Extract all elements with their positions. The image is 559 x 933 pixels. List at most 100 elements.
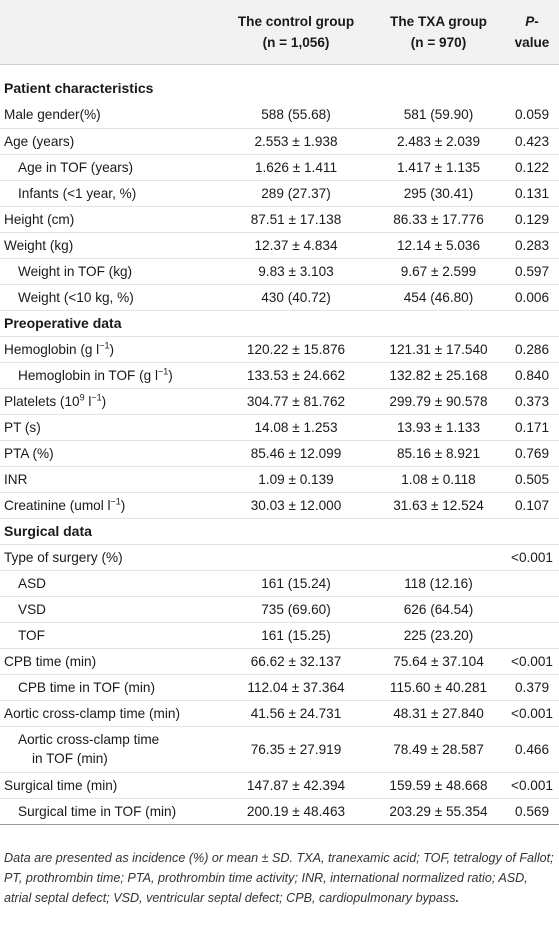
row-label: Age in TOF (years) — [18, 159, 134, 175]
control-value: 30.03 ± 12.000 — [250, 497, 342, 513]
control-value: 1.626 ± 1.411 — [254, 159, 338, 175]
section-title-patient: Patient characteristics — [4, 80, 154, 97]
row-label: Weight in TOF (kg) — [18, 263, 133, 279]
control-value: 9.83 ± 3.103 — [258, 263, 334, 279]
table-row: Platelets (109 l−1) 304.77 ± 81.762 299.79… — [0, 388, 559, 414]
txa-value: 299.79 ± 90.578 — [389, 393, 488, 409]
txa-value: 86.33 ± 17.776 — [393, 211, 484, 227]
control-value: 735 (69.60) — [261, 601, 331, 617]
row-label: Weight (kg) — [4, 237, 74, 253]
control-value: 87.51 ± 17.138 — [250, 211, 342, 227]
control-value: 289 (27.37) — [261, 185, 331, 201]
p-value: 0.840 — [514, 367, 550, 383]
row-label: TOF — [18, 627, 45, 643]
p-value: 0.283 — [514, 237, 550, 253]
row-label: Weight (<10 kg, %) — [18, 289, 134, 305]
section-title-preop: Preoperative data — [4, 315, 122, 331]
footnote-end: . — [455, 891, 460, 905]
table-row: Weight (<10 kg, %) 430 (40.72) 454 (46.80)… — [0, 284, 559, 310]
control-value: 161 (15.24) — [261, 575, 331, 591]
p-value: 0.569 — [514, 803, 550, 819]
table-row: PT (s) 14.08 ± 1.253 13.93 ± 1.133 0.171 — [0, 414, 559, 440]
p-value: <0.001 — [511, 549, 553, 565]
row-label-superscript-2: −1 — [91, 391, 102, 402]
control-value — [220, 544, 372, 570]
table-row: Infants (<1 year, %) 289 (27.37) 295 (30.4… — [0, 180, 559, 206]
table-row: PTA (%) 85.46 ± 12.099 85.16 ± 8.921 0.769 — [0, 440, 559, 466]
p-value: 0.131 — [514, 185, 550, 201]
results-table: The control group (n = 1,056) The TXA gr… — [0, 0, 559, 824]
txa-value: 48.31 ± 27.840 — [393, 705, 484, 721]
control-value: 304.77 ± 81.762 — [246, 393, 346, 409]
txa-value: 9.67 ± 2.599 — [400, 263, 477, 279]
footnote-text: Data are presented as incidence (%) or m… — [4, 851, 554, 905]
control-value: 76.35 ± 27.919 — [250, 741, 342, 757]
header-txa-title: The TXA group — [390, 13, 487, 29]
txa-value: 85.16 ± 8.921 — [396, 445, 481, 461]
p-value: 0.059 — [514, 107, 550, 123]
table-row: Male gender(%) 588 (55.68) 581 (59.90) 0.05… — [0, 102, 559, 128]
table-row: Weight (kg) 12.37 ± 4.834 12.14 ± 5.036 0.2… — [0, 232, 559, 258]
row-label: VSD — [18, 601, 46, 617]
row-label-superscript: 9 — [79, 391, 85, 402]
control-value: 112.04 ± 37.364 — [247, 679, 345, 695]
txa-value: 159.59 ± 48.668 — [389, 777, 488, 793]
row-label: Height (cm) — [4, 211, 75, 227]
p-value: <0.001 — [511, 777, 553, 793]
table-row: Weight in TOF (kg) 9.83 ± 3.103 9.67 ± 2.5… — [0, 258, 559, 284]
txa-value: 121.31 ± 17.540 — [389, 341, 488, 357]
row-label-end: ) — [109, 341, 114, 357]
row-label-text: Hemoglobin (g l — [4, 341, 100, 357]
p-value: 0.171 — [514, 419, 550, 435]
p-value: 0.423 — [514, 133, 550, 149]
row-label-superscript: −1 — [110, 495, 121, 506]
row-label-text: Creatinine (umol l — [4, 497, 111, 513]
table-row: Age in TOF (years) 1.626 ± 1.411 1.417 ± 1… — [0, 154, 559, 180]
table-footnote: Data are presented as incidence (%) or m… — [4, 848, 555, 908]
p-value — [505, 622, 559, 648]
p-value: 0.597 — [514, 263, 550, 279]
row-label-end: ) — [120, 497, 126, 513]
txa-value — [372, 544, 505, 570]
txa-value: 1.08 ± 0.118 — [401, 471, 476, 487]
txa-value: 118 (12.16) — [404, 575, 473, 591]
control-value: 588 (55.68) — [261, 107, 331, 123]
table-row: Creatinine (umol l−1) 30.03 ± 12.000 31.63… — [0, 492, 559, 518]
row-label-mid: l — [84, 393, 92, 409]
table-row: Surgical time in TOF (min) 200.19 ± 48.46… — [0, 798, 559, 824]
txa-value: 31.63 ± 12.524 — [393, 497, 484, 513]
row-label: Type of surgery (%) — [4, 549, 123, 565]
table-header-row: The control group (n = 1,056) The TXA gr… — [0, 0, 559, 65]
txa-value: 1.417 ± 1.135 — [396, 159, 481, 175]
row-label: Creatinine (umol l−1) — [0, 492, 220, 518]
txa-value: 626 (64.54) — [403, 601, 474, 617]
section-row: Patient characteristics — [0, 64, 559, 102]
control-value: 66.62 ± 32.137 — [250, 653, 342, 669]
row-label: Aortic cross-clamp time (min) — [4, 705, 180, 721]
p-value: 0.373 — [514, 393, 550, 409]
txa-value: 295 (30.41) — [403, 185, 474, 201]
control-value: 161 (15.25) — [261, 627, 331, 643]
row-label: Surgical time in TOF (min) — [18, 803, 177, 819]
table-row: INR 1.09 ± 0.139 1.08 ± 0.118 0.505 — [0, 466, 559, 492]
p-value: 0.006 — [514, 289, 550, 305]
table-row: Hemoglobin in TOF (g l−1) 133.53 ± 24.662… — [0, 362, 559, 388]
control-value: 200.19 ± 48.463 — [246, 803, 346, 819]
p-value — [505, 570, 559, 596]
p-value: <0.001 — [511, 653, 553, 669]
p-value: 0.466 — [514, 741, 550, 757]
section-row: Surgical data — [0, 518, 559, 544]
row-label: Hemoglobin (g l−1) — [0, 336, 220, 362]
table-row: Height (cm) 87.51 ± 17.138 86.33 ± 17.776 0… — [0, 206, 559, 232]
p-value: 0.379 — [514, 679, 550, 695]
p-value: 0.505 — [514, 471, 550, 487]
control-value: 1.09 ± 0.139 — [258, 471, 334, 487]
header-txa-group: The TXA group (n = 970) — [372, 0, 505, 65]
header-txa-n: (n = 970) — [410, 34, 467, 50]
row-label: Surgical time (min) — [4, 777, 118, 793]
control-value: 85.46 ± 12.099 — [250, 445, 342, 461]
row-label: Age (years) — [4, 133, 75, 149]
control-value: 133.53 ± 24.662 — [246, 367, 346, 383]
p-value: <0.001 — [511, 705, 553, 721]
